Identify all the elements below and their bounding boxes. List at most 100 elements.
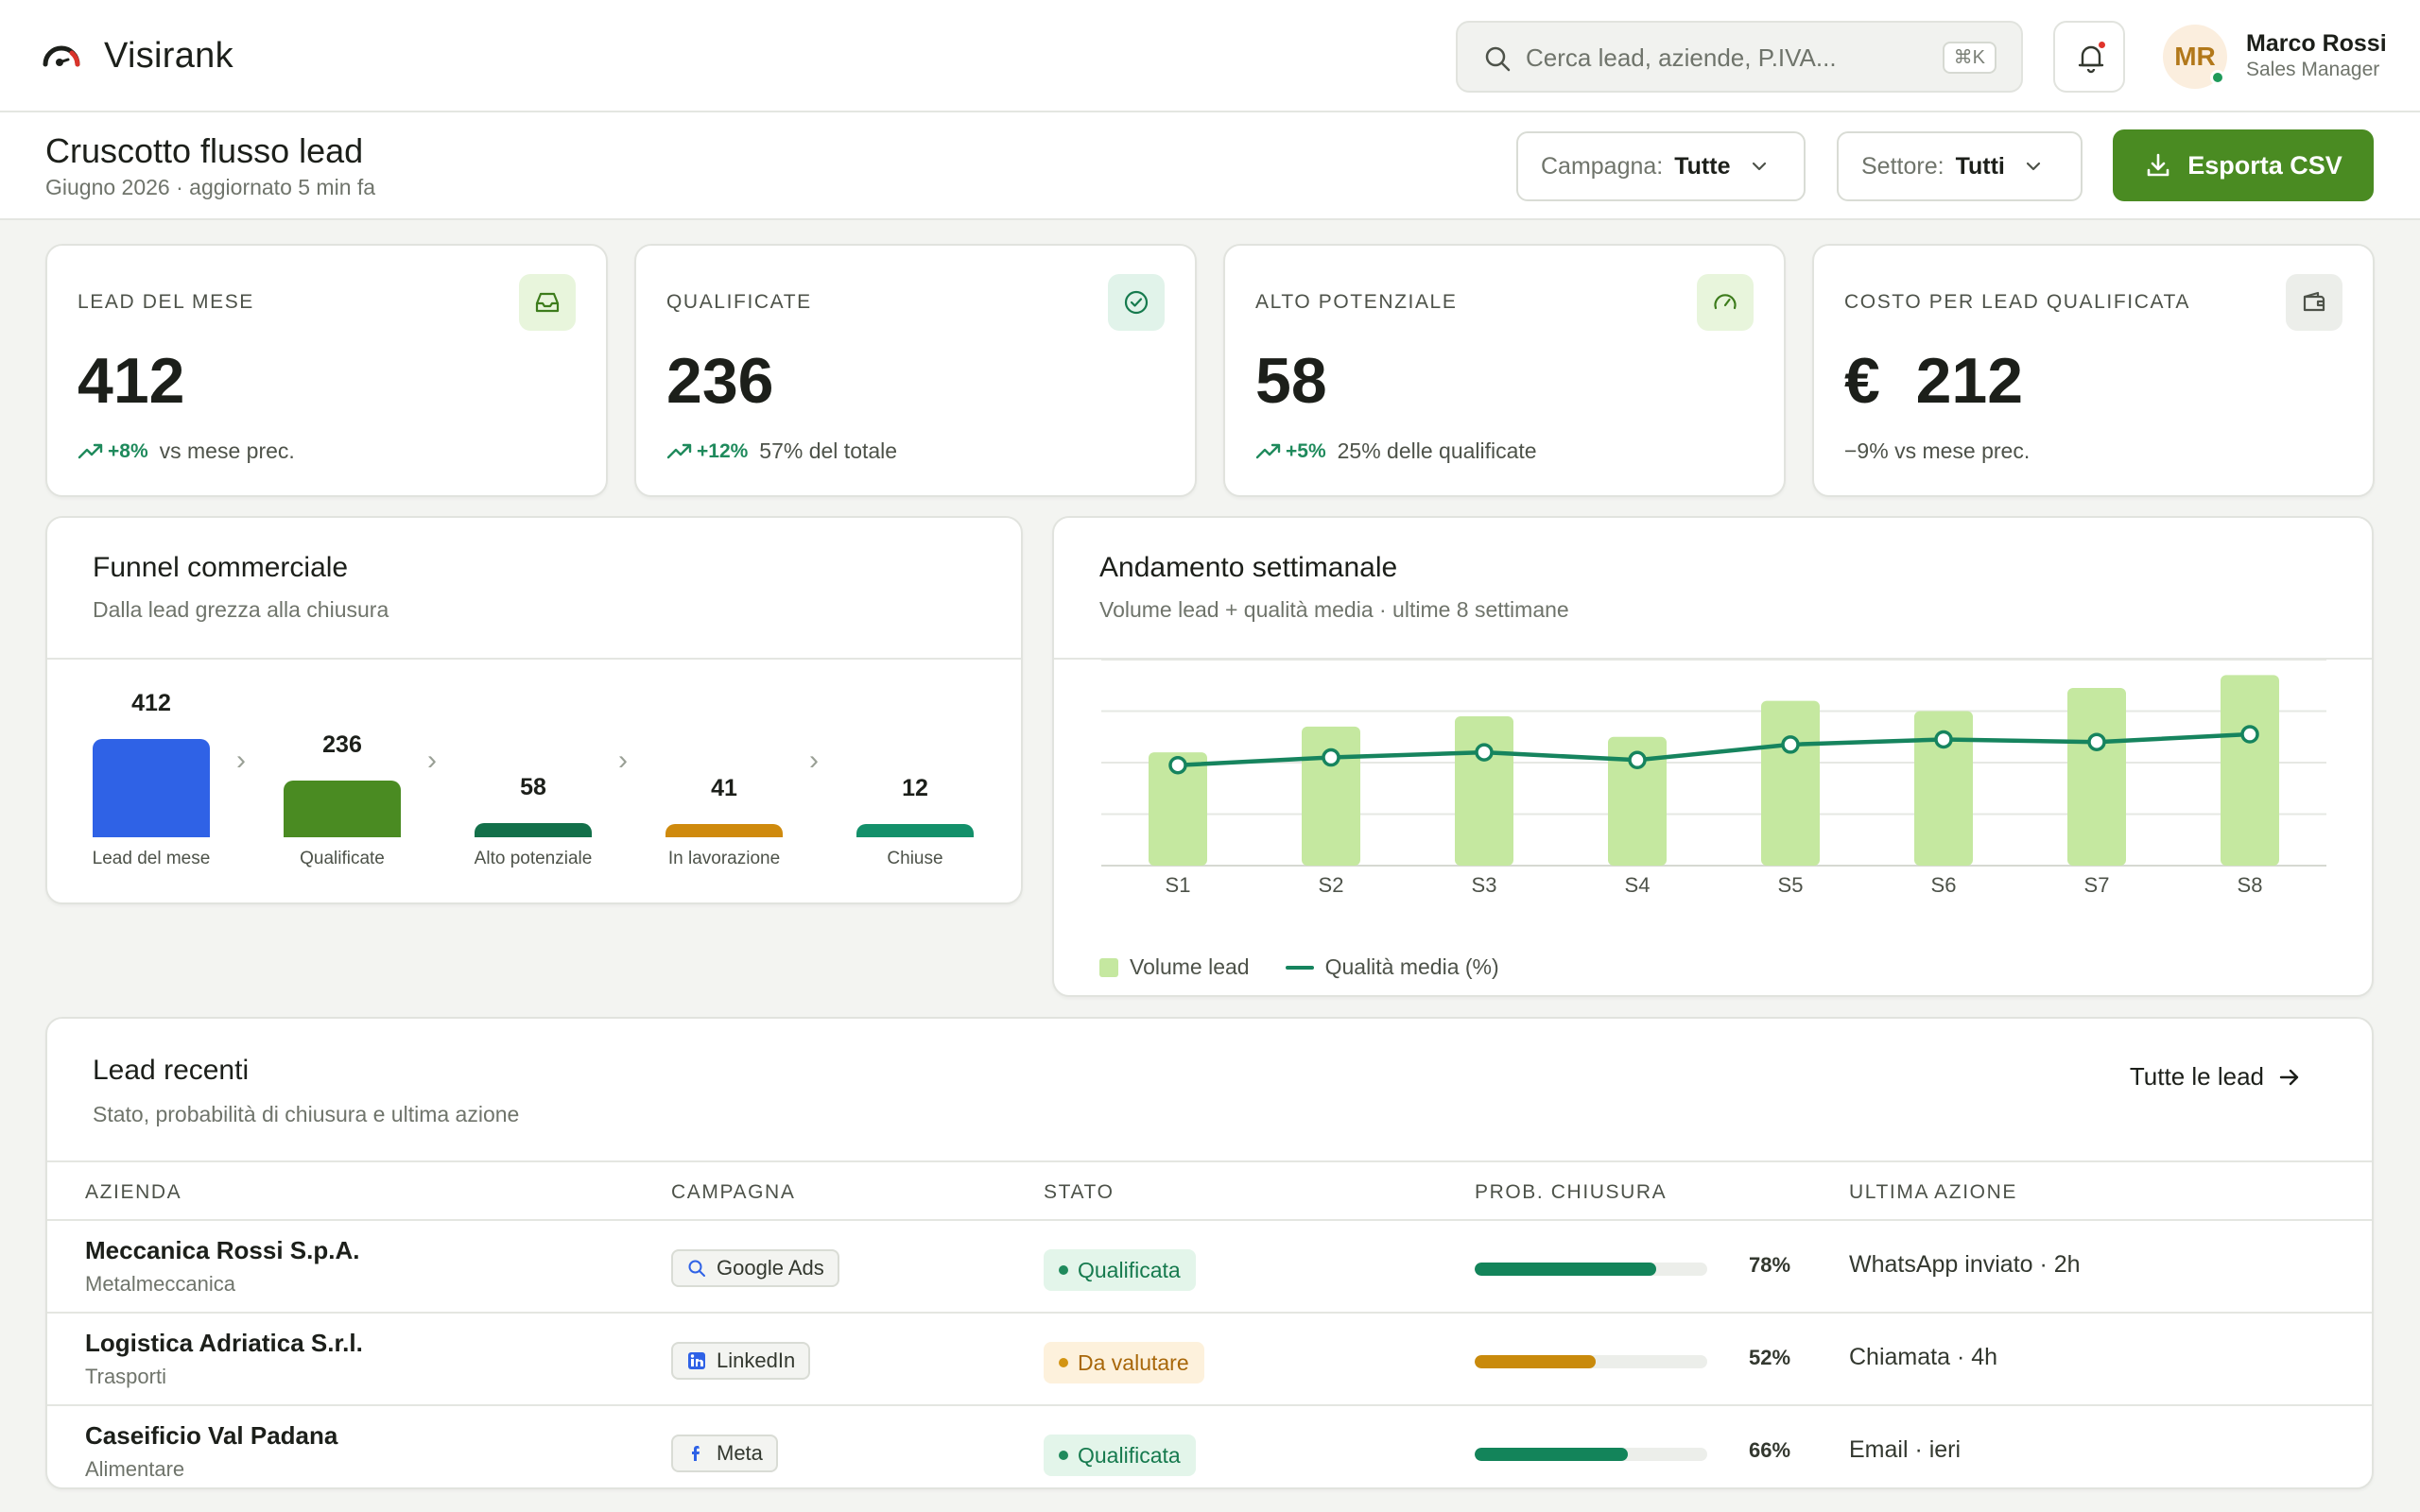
campaign-chip: Meta [671,1435,778,1472]
company-name: Caseificio Val Padana [85,1421,338,1450]
check-circle-icon [1124,290,1149,315]
table-header: AZIENDA CAMPAGNA STATO PROB. CHIUSURA UL… [47,1160,2372,1221]
all-leads-link[interactable]: Tutte le lead [2130,1062,2302,1091]
linkedin-icon [688,1352,705,1369]
user-name: Marco Rossi [2246,30,2387,57]
kpi-delta-value: +8% [108,439,148,462]
status-badge: Qualificata [1044,1435,1196,1476]
status-badge: Qualificata [1044,1249,1196,1291]
kpi-icon-badge [519,274,576,331]
legend-swatch-volume [1099,957,1118,977]
kpi-icon-badge [1697,274,1754,331]
avatar[interactable]: MR [2163,25,2227,89]
status-label: Qualificata [1078,1257,1181,1282]
kpi-delta: +8% [78,440,148,463]
funnel-stage-label: Lead del mese [92,849,211,868]
search-icon [688,1260,705,1277]
card-divider [1054,658,2372,660]
search-box[interactable]: ⌘K [1456,21,2023,93]
x-tick-label: S2 [1319,873,1344,897]
volume-bar [1455,715,1513,866]
settore-filter-dropdown[interactable]: Settore: Tutti [1837,131,2083,201]
status-dot [1059,1265,1068,1275]
app-name: Visirank [104,35,233,76]
chevron-down-icon [2026,162,2040,171]
table-row[interactable]: Logistica Adriatica S.r.l. Trasporti Lin… [47,1314,2372,1406]
meta-icon [692,1446,700,1461]
column-header-stato[interactable]: STATO [1044,1181,1115,1203]
page-subtitle: Giugno 2026 · aggiornato 5 min fa [45,175,376,199]
kpi-label: LEAD DEL MESE [78,291,254,313]
company-sector: Alimentare [85,1457,185,1481]
quality-line [1177,731,2251,767]
column-header-probabilita[interactable]: PROB. CHIUSURA [1475,1181,1668,1203]
funnel-stage: 236 Qualificate [284,660,401,904]
funnel-bar [666,824,783,837]
company-sector: Metalmeccanica [85,1272,235,1296]
weekly-chart: S1 S2 S3 S4 S5 S6 S7 S8 [1101,660,2326,897]
column-header-ultima-azione[interactable]: ULTIMA AZIONE [1849,1181,2017,1203]
chart-legend: Volume lead Qualità media (%) [1099,954,1499,980]
funnel-value-label: 412 [131,690,171,716]
notifications-button[interactable] [2053,21,2125,93]
funnel-bar [856,824,974,837]
funnel-stage-label: Chiuse [887,849,943,868]
trend-up-icon [666,443,692,458]
settore-filter-label: Settore: [1861,152,1945,180]
gauge-icon [1714,294,1737,310]
company-sector: Trasporti [85,1365,166,1388]
kpi-footer: +8% vs mese prec. [78,438,295,464]
weekly-subtitle: Volume lead + qualità media · ultime 8 s… [1099,597,1569,622]
leads-subtitle: Stato, probabilità di chiusura e ultima … [93,1102,520,1126]
probability-fill [1475,1263,1656,1276]
campagna-filter-dropdown[interactable]: Campagna: Tutte [1516,131,1806,201]
kpi-value: 236 [666,345,774,417]
kpi-icon-badge [2286,274,2342,331]
kpi-card-qualificate: QUALIFICATE 236 +12% 57% del totale [634,244,1197,497]
funnel-stage: 58 Alto potenziale [475,660,593,904]
volume-bar [1608,736,1667,866]
search-shortcut-badge: ⌘K [1942,42,1996,74]
kpi-delta: +12% [666,440,748,463]
kpi-label: QUALIFICATE [666,291,812,313]
export-csv-label: Esporta CSV [2187,150,2342,180]
table-row[interactable]: Meccanica Rossi S.p.A. Metalmeccanica Go… [47,1221,2372,1314]
table-row[interactable]: Caseificio Val Padana Alimentare Meta Qu… [47,1406,2372,1487]
funnel-stage-label: Qualificate [300,849,385,868]
last-action: WhatsApp inviato · 2h [1849,1251,2081,1278]
page-title: Cruscotto flusso lead [45,131,364,170]
chevron-right-icon: › [618,745,628,776]
x-tick-label: S7 [2084,873,2110,897]
card-divider [47,658,1021,660]
status-dot [1059,1358,1068,1367]
page-header: Cruscotto flusso lead Giugno 2026 · aggi… [0,112,2420,220]
kpi-card-costo-lead: COSTO PER LEAD QUALIFICATA € 212 −9% vs … [1812,244,2375,497]
campagna-filter-label: Campagna: [1541,152,1664,180]
legend-label-quality: Qualità media (%) [1324,954,1499,979]
company-name: Logistica Adriatica S.r.l. [85,1329,363,1357]
last-action: Email · ieri [1849,1436,1962,1463]
funnel-bar [284,781,401,837]
column-header-azienda[interactable]: AZIENDA [85,1181,182,1203]
online-status-dot [2210,70,2225,85]
export-csv-button[interactable]: Esporta CSV [2113,129,2374,201]
bell-icon [2078,45,2104,74]
kpi-icon-badge [1108,274,1165,331]
funnel-stage: 12 Chiuse [856,660,974,904]
wallet-icon [2303,291,2325,312]
weekly-title: Andamento settimanale [1099,552,1398,583]
quality-point [1168,755,1187,775]
status-label: Da valutare [1078,1349,1189,1375]
column-header-campagna[interactable]: CAMPAGNA [671,1181,796,1203]
app-logo[interactable]: Visirank [40,34,233,77]
probability-fill [1475,1448,1629,1461]
weekly-trend-card: Andamento settimanale Volume lead + qual… [1052,516,2374,997]
settore-filter-value: Tutti [1955,152,2005,180]
volume-bar [1761,700,1820,866]
funnel-stage: 41 In lavorazione [666,660,783,904]
search-input[interactable] [1526,36,1923,79]
probability-value: 52% [1749,1346,1791,1369]
kpi-label: COSTO PER LEAD QUALIFICATA [1844,291,2191,313]
company-name: Meccanica Rossi S.p.A. [85,1236,360,1264]
leads-title: Lead recenti [93,1055,250,1086]
